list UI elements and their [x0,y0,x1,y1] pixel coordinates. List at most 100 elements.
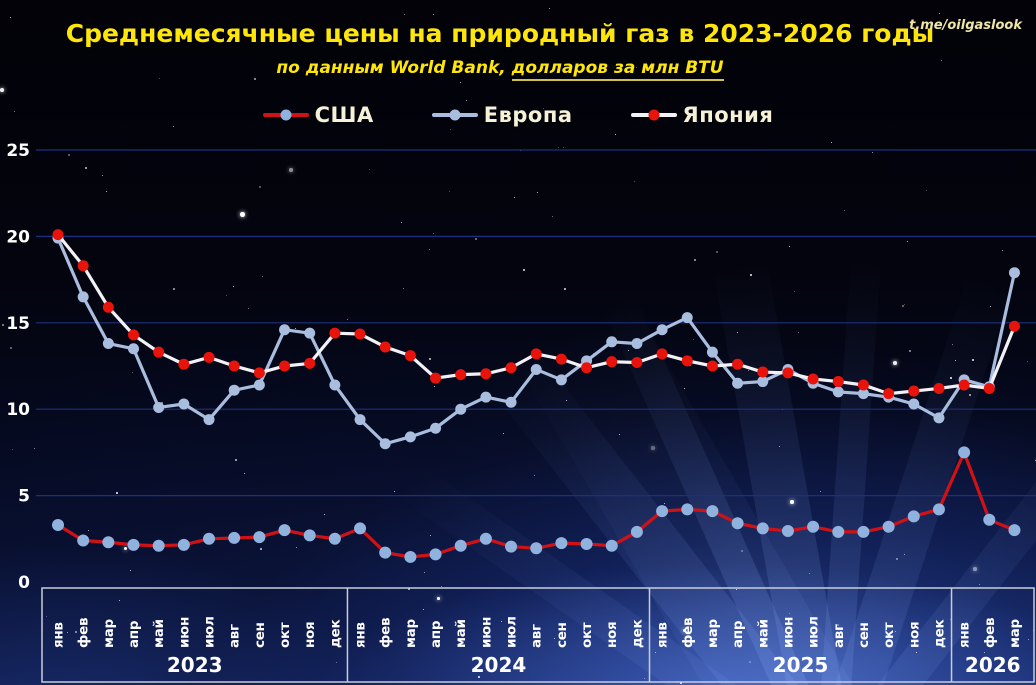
bright-star [124,547,127,550]
star [478,676,480,678]
star [909,350,911,352]
data-point [379,546,392,559]
data-point [480,391,492,403]
x-month-label: янв [957,622,973,648]
star [984,652,986,654]
star [404,14,406,16]
subtitle-source: по данным World Bank, [276,58,512,78]
star [347,319,349,321]
x-month-label: дек [629,620,645,648]
star [809,573,811,575]
data-point [454,539,467,552]
legend-marker-dot-europe [449,109,461,121]
star [503,433,505,435]
star [289,168,293,172]
star [990,306,992,308]
x-month-label: дек [931,620,947,648]
x-month-label: авг [831,624,847,648]
data-point [328,532,341,545]
star [501,621,503,623]
data-point [455,403,467,415]
series-Япония [52,229,1020,400]
data-point [279,360,291,372]
x-month-label: ноя [302,622,318,648]
data-point [1008,267,1020,279]
star [789,642,791,644]
star [844,210,846,212]
data-point [52,518,64,531]
y-axis-tick-20: 20 [6,227,30,247]
x-month-label: фев [378,618,394,648]
data-point [706,505,719,518]
data-point [228,384,240,396]
star [737,332,739,334]
x-month-label: сен [252,622,268,648]
data-point [354,522,367,535]
star [0,88,4,92]
star [14,111,16,113]
star [430,535,432,537]
x-month-label: окт [881,622,897,648]
data-point [631,338,643,350]
star [939,13,941,15]
data-point [706,360,718,372]
star [564,288,566,290]
star [10,347,12,349]
star [694,259,696,261]
data-point [681,503,694,516]
data-point [832,376,844,388]
data-point [807,520,820,533]
star [130,570,132,572]
x-month-label: янв [353,622,369,648]
star [401,222,403,224]
data-point [505,540,518,553]
star [254,78,256,80]
star [262,276,264,278]
data-point [933,382,945,394]
star [433,233,435,235]
x-month-label: дек [327,620,343,648]
x-month-label: окт [579,622,595,648]
data-point [983,513,996,526]
star [680,682,682,684]
star [664,503,666,505]
star [794,291,796,293]
y-axis-tick-0: 0 [18,573,30,593]
x-month-label: мар [705,618,721,648]
legend-label-usa: США [314,103,374,127]
star [2,324,4,326]
star [543,108,545,110]
x-month-label: апр [428,620,444,648]
data-point [958,446,971,459]
star [592,29,594,31]
data-point [152,539,165,552]
data-point [807,373,819,385]
star [779,446,781,448]
data-point [757,376,769,388]
x-month-label: июл [806,616,822,648]
data-point [555,353,567,365]
star [789,613,791,615]
series-Европа [52,232,1020,450]
x-month-label: апр [126,620,142,648]
star [106,191,108,193]
star [514,197,516,199]
data-point [128,343,140,355]
x-month-label: фев [76,618,92,648]
data-point [581,362,593,374]
star [161,402,163,404]
data-point [153,346,165,358]
data-point [832,386,844,398]
data-point [857,388,869,400]
x-month-label: фев [982,618,998,648]
data-point [731,517,744,530]
data-point [631,357,643,369]
year-label-2024: 2024 [471,653,527,677]
star [336,662,338,664]
star [955,360,957,362]
legend: США Европа Япония [0,103,1036,127]
data-point [606,336,618,348]
x-month-label: июн [780,617,796,648]
star [736,589,738,591]
